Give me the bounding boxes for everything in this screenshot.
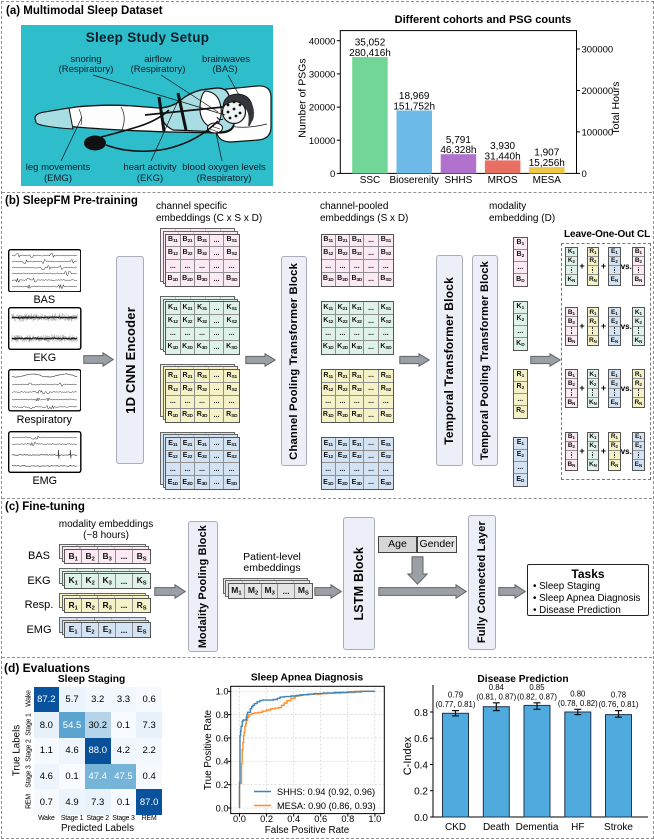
svg-text:MROS: MROS bbox=[488, 175, 518, 186]
svg-text:brainwaves: brainwaves bbox=[202, 54, 250, 65]
svg-text:Total Hours: Total Hours bbox=[610, 81, 622, 134]
svg-text:(Respiratory): (Respiratory) bbox=[59, 64, 114, 75]
svg-text:5,791: 5,791 bbox=[446, 135, 471, 146]
svg-text:blood oxygen levels: blood oxygen levels bbox=[182, 162, 266, 173]
svg-text:Number of PSGs: Number of PSGs bbox=[297, 58, 309, 137]
svg-text:1.0: 1.0 bbox=[216, 687, 229, 697]
svg-text:SHHS: 0.94 (0.92, 0.96): SHHS: 0.94 (0.92, 0.96) bbox=[277, 787, 375, 797]
svg-text:18,969: 18,969 bbox=[399, 91, 430, 102]
svg-text:CKD: CKD bbox=[445, 822, 466, 833]
svg-text:MESA: MESA bbox=[533, 175, 562, 186]
svg-text:HF: HF bbox=[571, 822, 584, 833]
svg-text:100000: 100000 bbox=[582, 128, 614, 139]
svg-text:0.78: 0.78 bbox=[611, 691, 626, 700]
svg-text:1,907: 1,907 bbox=[534, 148, 559, 159]
svg-text:0.8: 0.8 bbox=[341, 814, 354, 824]
svg-text:SHHS: SHHS bbox=[445, 175, 473, 186]
svg-text:MESA: 0.90 (0.86, 0.93): MESA: 0.90 (0.86, 0.93) bbox=[277, 801, 376, 811]
svg-text:0.79: 0.79 bbox=[448, 691, 463, 700]
svg-text:0.4: 0.4 bbox=[287, 814, 300, 824]
svg-text:0.2: 0.2 bbox=[414, 787, 428, 798]
svg-text:200000: 200000 bbox=[582, 86, 614, 97]
svg-text:(0.76, 0.81): (0.76, 0.81) bbox=[599, 700, 639, 709]
svg-text:False Positive Rate: False Positive Rate bbox=[265, 825, 350, 836]
svg-text:0.6: 0.6 bbox=[216, 733, 229, 743]
svg-text:(EKG): (EKG) bbox=[137, 173, 163, 184]
svg-text:(EMG): (EMG) bbox=[44, 173, 72, 184]
svg-text:Bioserenity: Bioserenity bbox=[389, 175, 438, 186]
svg-text:0.8: 0.8 bbox=[216, 710, 229, 720]
svg-text:31,440h: 31,440h bbox=[485, 151, 521, 162]
svg-text:C-Index: C-Index bbox=[402, 736, 414, 775]
svg-text:0.0: 0.0 bbox=[414, 813, 428, 824]
svg-text:Different cohorts and PSG coun: Different cohorts and PSG counts bbox=[395, 14, 572, 26]
svg-text:300000: 300000 bbox=[582, 45, 614, 56]
svg-text:3,930: 3,930 bbox=[490, 141, 515, 152]
svg-text:35,052: 35,052 bbox=[355, 38, 386, 49]
svg-text:0.85: 0.85 bbox=[529, 683, 545, 692]
svg-text:(Respiratory): (Respiratory) bbox=[197, 173, 252, 184]
svg-text:0.84: 0.84 bbox=[489, 683, 505, 692]
svg-text:0.4: 0.4 bbox=[216, 757, 229, 767]
svg-text:1.0: 1.0 bbox=[368, 814, 381, 824]
svg-text:Disease Prediction: Disease Prediction bbox=[477, 674, 568, 685]
svg-text:(0.77, 0.81): (0.77, 0.81) bbox=[436, 700, 476, 709]
svg-text:leg movements: leg movements bbox=[26, 162, 91, 173]
svg-text:snoring: snoring bbox=[70, 54, 101, 65]
svg-text:151,752h: 151,752h bbox=[393, 102, 435, 113]
svg-text:Stroke: Stroke bbox=[604, 822, 633, 833]
svg-text:Death: Death bbox=[483, 822, 510, 833]
svg-text:(Respiratory): (Respiratory) bbox=[131, 64, 186, 75]
svg-text:40000: 40000 bbox=[309, 36, 335, 47]
svg-text:0.2: 0.2 bbox=[216, 780, 229, 790]
svg-text:30000: 30000 bbox=[309, 70, 335, 81]
svg-text:0.80: 0.80 bbox=[570, 689, 586, 698]
svg-text:46,328h: 46,328h bbox=[440, 145, 476, 156]
svg-text:0.2: 0.2 bbox=[260, 814, 273, 824]
svg-text:(0.81, 0.87): (0.81, 0.87) bbox=[476, 692, 516, 701]
svg-text:True Positive Rate: True Positive Rate bbox=[203, 709, 214, 790]
svg-text:(0.82, 0.87): (0.82, 0.87) bbox=[517, 692, 557, 701]
svg-text:(0.78, 0.82): (0.78, 0.82) bbox=[558, 699, 598, 708]
svg-text:Sleep Apnea Diagnosis: Sleep Apnea Diagnosis bbox=[251, 673, 364, 684]
svg-text:0.8: 0.8 bbox=[414, 708, 428, 719]
svg-text:SSC: SSC bbox=[360, 175, 381, 186]
svg-text:280,416h: 280,416h bbox=[349, 48, 391, 59]
svg-text:Dementia: Dementia bbox=[516, 822, 559, 833]
svg-text:Sleep Study Setup: Sleep Study Setup bbox=[86, 30, 210, 45]
svg-text:heart activity: heart activity bbox=[123, 162, 177, 173]
svg-text:0.0: 0.0 bbox=[233, 814, 246, 824]
svg-text:0.6: 0.6 bbox=[414, 734, 428, 745]
svg-text:0.0: 0.0 bbox=[216, 803, 229, 813]
svg-text:0.6: 0.6 bbox=[314, 814, 327, 824]
svg-text:(BAS): (BAS) bbox=[212, 64, 237, 75]
svg-text:0: 0 bbox=[582, 169, 587, 180]
svg-text:airflow: airflow bbox=[144, 54, 172, 65]
svg-text:10000: 10000 bbox=[309, 136, 335, 147]
svg-text:0.4: 0.4 bbox=[414, 760, 428, 771]
svg-text:0: 0 bbox=[330, 169, 335, 180]
svg-text:20000: 20000 bbox=[309, 103, 335, 114]
svg-text:15,256h: 15,256h bbox=[529, 158, 565, 169]
